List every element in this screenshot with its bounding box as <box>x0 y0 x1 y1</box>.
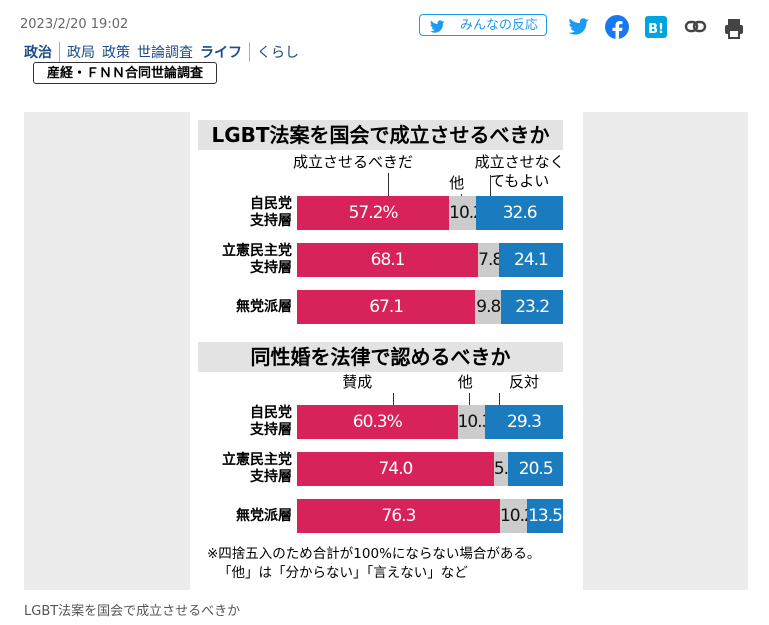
nav-link[interactable]: 政策 <box>102 45 130 61</box>
nav-link[interactable]: 政治 <box>24 45 52 61</box>
tag[interactable]: 産経・ＦＮＮ合同世論調査 <box>33 62 217 84</box>
legend-label: 賛成 <box>342 373 373 391</box>
bar-segment <box>297 243 479 277</box>
nav-link[interactable]: くらし <box>249 42 299 62</box>
share-button[interactable]: みんなの反応 <box>419 14 547 36</box>
value-label: 67.1 <box>369 297 404 317</box>
legend-label: 成立させるべきだ <box>293 153 414 171</box>
bar-segment <box>297 290 476 324</box>
chart-title: LGBT法案を国会で成立させるべきか <box>198 120 563 150</box>
date: 2023/2/20 19:02 <box>20 17 129 32</box>
breadcrumb: 政治 政局 政策 世論調査 ライフ くらし <box>24 42 306 62</box>
bar-segment <box>449 196 477 230</box>
facebook-f <box>612 21 623 39</box>
value-label: 74.0 <box>378 459 413 479</box>
value-label: 10.2 <box>499 506 535 526</box>
value-label: 9.8 <box>476 297 501 317</box>
bar-segment <box>498 243 563 277</box>
nav-link[interactable]: ライフ <box>200 45 242 61</box>
category-label: 立憲民主党 支持層 <box>222 243 292 276</box>
nav-link[interactable]: 世論調査 <box>137 45 193 61</box>
value-label: 60.3% <box>352 412 403 432</box>
bar-segment <box>297 196 450 230</box>
legend-leader <box>490 175 492 196</box>
bar-segment <box>478 243 499 277</box>
category-label: 自民党 支持層 <box>250 196 292 229</box>
hatena-icon[interactable] <box>645 16 667 38</box>
legend-leader <box>393 393 395 405</box>
value-label: 68.1 <box>370 250 406 270</box>
legend-leader <box>388 173 390 196</box>
value-label: 23.2 <box>515 297 550 317</box>
bar-segment <box>297 405 458 439</box>
legend-label: 成立させなく てもよい <box>474 153 565 190</box>
nav-link[interactable]: 政局 <box>59 42 95 62</box>
legend-leader <box>498 393 500 405</box>
caption: LGBT法案を国会で成立させるべきか <box>24 604 241 619</box>
legend-label: 他 <box>449 174 465 192</box>
share-label: みんなの反応 <box>459 18 538 33</box>
value-label: 10.3 <box>457 412 493 432</box>
twitter-small-icon <box>430 20 444 33</box>
share-icons: B! <box>568 15 743 39</box>
category-label: 立憲民主党 支持層 <box>222 452 292 485</box>
bar-segment <box>527 499 563 533</box>
value-label: 76.3 <box>381 506 417 526</box>
bar-segment <box>499 499 528 533</box>
hatena-label: B! <box>648 22 664 37</box>
bar-segment <box>501 290 563 324</box>
bar-segment <box>475 290 502 324</box>
legend-leader <box>469 393 471 405</box>
twitter-icon[interactable] <box>568 18 590 35</box>
value-label: 13.5 <box>528 506 563 526</box>
bar-segment <box>493 452 509 486</box>
bar-segment <box>508 452 563 486</box>
bar-segment <box>457 405 485 439</box>
value-label: 7.8 <box>478 250 503 270</box>
note: ※四捨五入のため合計が100%にならない場合がある。 <box>207 546 541 562</box>
link-icon[interactable] <box>684 20 707 33</box>
value-label: 24.1 <box>514 250 549 270</box>
value-label: 57.2% <box>348 203 399 223</box>
value-label: 10.2 <box>449 203 484 223</box>
bar-segment <box>476 196 563 230</box>
category-label: 無党派層 <box>236 507 292 524</box>
legend-label: 反対 <box>508 373 539 391</box>
bar-segment <box>484 405 563 439</box>
value-label: 5.5 <box>493 459 519 479</box>
value-label: 32.6 <box>502 203 538 223</box>
bar-segment <box>297 452 494 486</box>
value-label: 20.5 <box>518 459 554 479</box>
bar-segment <box>297 499 500 533</box>
category-label: 自民党 支持層 <box>250 405 292 438</box>
chart-title: 同性婚を法律で認めるべきか <box>198 342 563 372</box>
legend-label: 他 <box>457 373 473 391</box>
legend-leader <box>460 194 462 196</box>
print-icon[interactable] <box>725 19 743 39</box>
value-label: 29.3 <box>507 412 542 432</box>
note: 「他」は「分からない」「言えない」など <box>218 565 468 581</box>
category-label: 無党派層 <box>236 298 292 315</box>
